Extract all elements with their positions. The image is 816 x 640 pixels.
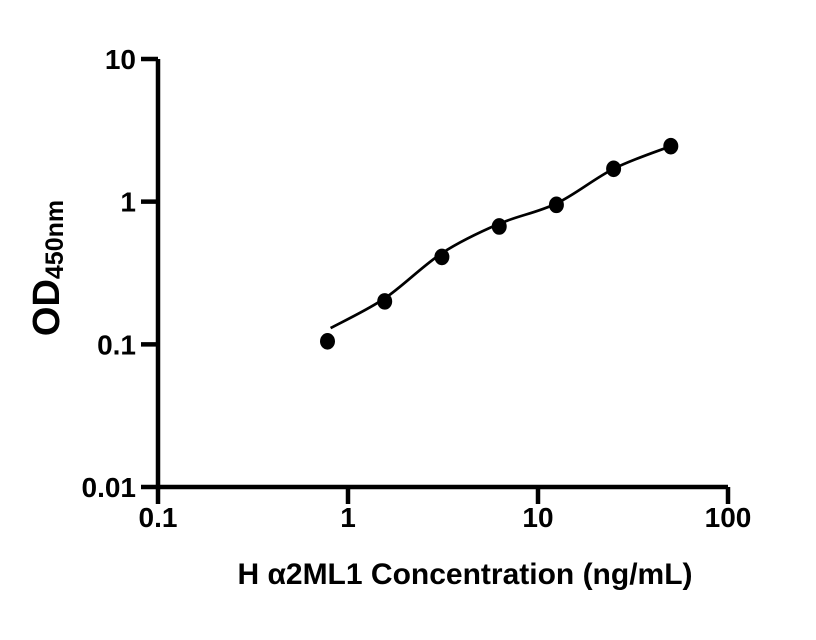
- data-point: [491, 218, 507, 235]
- y-axis-title-subscript: 450nm: [41, 199, 69, 280]
- y-tick-label: 1: [120, 187, 136, 218]
- y-tick-label: 0.1: [97, 329, 136, 360]
- x-tick-label: 0.1: [139, 502, 178, 533]
- data-point: [377, 293, 393, 310]
- y-tick-label: 0.01: [82, 472, 137, 503]
- data-point: [548, 196, 564, 214]
- x-tick-label: 10: [522, 502, 553, 533]
- y-axis-title: OD450nm: [26, 199, 69, 337]
- data-point: [434, 248, 450, 266]
- x-tick-label: 1: [340, 502, 356, 533]
- x-axis-title: H α2ML1 Concentration (ng/mL): [237, 558, 693, 591]
- data-point: [663, 137, 679, 155]
- x-tick-label: 100: [705, 502, 752, 533]
- y-tick-label: 10: [105, 44, 136, 75]
- data-point: [319, 333, 335, 350]
- data-point: [606, 160, 622, 178]
- y-axis-title-main: OD: [26, 279, 68, 337]
